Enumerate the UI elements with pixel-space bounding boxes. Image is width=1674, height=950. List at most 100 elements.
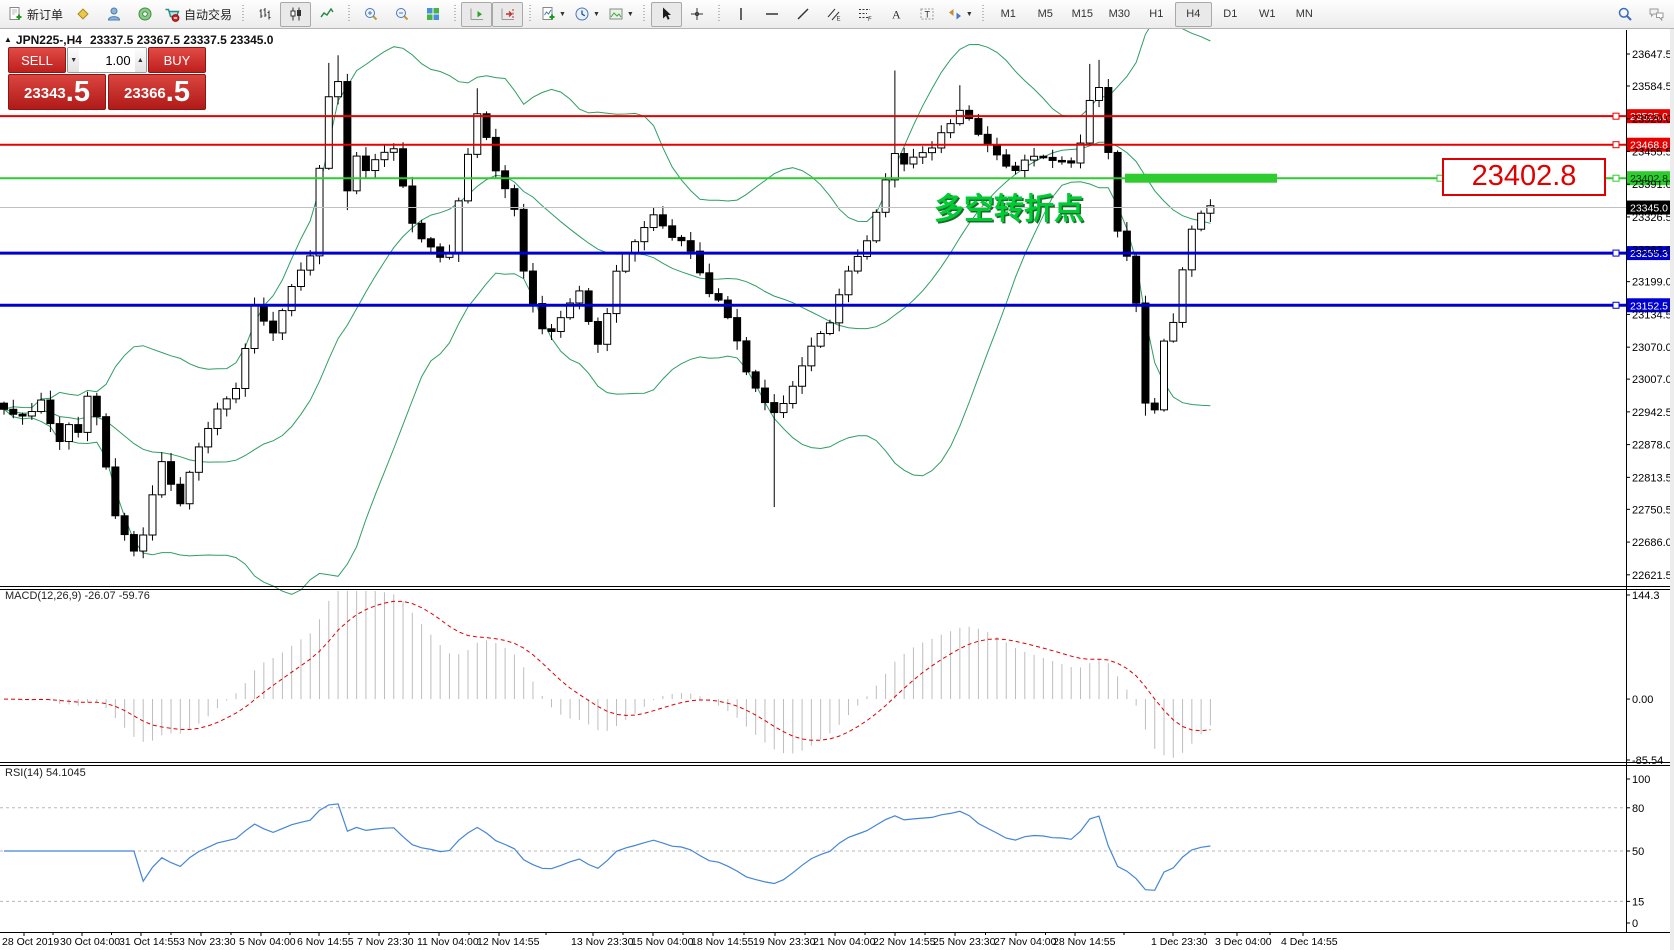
tile-windows-button[interactable] <box>417 2 448 27</box>
text-button[interactable]: A <box>881 2 912 27</box>
toolbar-separator <box>526 3 534 25</box>
rsi-indicator-label: RSI(14) 54.1045 <box>5 767 86 779</box>
horizontal-line-button[interactable] <box>757 2 788 27</box>
volume-input[interactable] <box>79 48 135 72</box>
svg-text:50: 50 <box>1632 846 1644 858</box>
line-chart-button[interactable] <box>311 2 342 27</box>
svg-text:23070.0: 23070.0 <box>1632 342 1672 354</box>
buy-price-panel[interactable]: 23366 .5 <box>108 74 206 110</box>
chevron-down-icon[interactable]: ▼ <box>626 10 634 18</box>
buy-button[interactable]: BUY <box>148 47 206 73</box>
new-order-button[interactable]: 新订单 <box>3 2 67 27</box>
auto-trading-button-label: 自动交易 <box>184 7 233 22</box>
svg-text:0.00: 0.00 <box>1632 694 1653 706</box>
channel-button[interactable]: E <box>819 2 850 27</box>
toolbar-right <box>1609 2 1671 27</box>
toolbar-separator <box>451 3 459 25</box>
search-button[interactable] <box>1609 2 1640 27</box>
svg-text:22942.5: 22942.5 <box>1632 407 1672 419</box>
collapse-triangle-icon[interactable]: ▲ <box>4 35 12 44</box>
svg-text:15: 15 <box>1632 896 1644 908</box>
zoom-in-button[interactable] <box>355 2 386 27</box>
periods-button[interactable]: ▼ <box>570 2 604 27</box>
svg-text:144.3: 144.3 <box>1632 590 1660 602</box>
fibonacci-button[interactable]: F <box>850 2 881 27</box>
templates-icon <box>608 6 624 22</box>
timeframe-m5[interactable]: M5 <box>1027 2 1064 27</box>
zoom-out-button[interactable] <box>386 2 417 27</box>
candlestick-button[interactable] <box>280 1 312 27</box>
ohlc-quote-label: 23337.5 23367.5 23337.5 23345.0 <box>89 33 274 47</box>
zoom-in-icon <box>363 6 379 22</box>
bar-chart-icon <box>257 6 273 22</box>
timeframe-mn-label: MN <box>1295 8 1313 20</box>
auto-scroll-icon <box>469 6 485 22</box>
new-order-icon <box>7 6 23 22</box>
volume-increase-button[interactable]: ▲ <box>134 48 146 72</box>
svg-text:100: 100 <box>1632 774 1650 786</box>
cursor-button[interactable] <box>650 1 682 27</box>
timeframe-mn[interactable]: MN <box>1286 2 1323 27</box>
svg-text:22621.5: 22621.5 <box>1632 570 1672 582</box>
news-button[interactable] <box>129 2 160 27</box>
time-axis-label: 18 Nov 14:55 <box>691 936 754 948</box>
chart-shift-icon <box>500 6 516 22</box>
buy-price-pips: .5 <box>165 76 190 108</box>
time-axis-label: 19 Nov 23:30 <box>753 936 816 948</box>
indicators-button[interactable]: ▼ <box>536 2 570 27</box>
chevron-down-icon[interactable]: ▼ <box>592 10 600 18</box>
label-icon: T <box>919 6 935 22</box>
auto-trading-button[interactable]: 自动交易 <box>160 2 236 27</box>
periods-icon <box>574 6 590 22</box>
timeframe-h4[interactable]: H4 <box>1174 1 1212 27</box>
timeframe-m15[interactable]: M15 <box>1064 2 1101 27</box>
toolbar-separator <box>715 3 723 25</box>
timeframe-w1[interactable]: W1 <box>1249 2 1286 27</box>
chevron-down-icon[interactable]: ▼ <box>559 10 566 18</box>
timeframe-d1[interactable]: D1 <box>1212 2 1249 27</box>
svg-text:23326.5: 23326.5 <box>1632 212 1672 224</box>
community-button[interactable] <box>98 2 129 27</box>
macd-indicator-label: MACD(12,26,9) -26.07 -59.76 <box>5 590 150 602</box>
crosshair-button[interactable] <box>682 2 713 27</box>
chart-shift-button[interactable] <box>492 1 524 27</box>
vertical-line-button[interactable] <box>726 2 757 27</box>
svg-text:23468.8: 23468.8 <box>1630 140 1668 152</box>
volume-decrease-button[interactable]: ▼ <box>68 48 80 72</box>
shapes-button[interactable]: ▼ <box>943 2 977 27</box>
chat-button[interactable] <box>1640 2 1671 27</box>
trendline-button[interactable] <box>788 2 819 27</box>
svg-text:23007.0: 23007.0 <box>1632 374 1672 386</box>
svg-text:F: F <box>868 17 872 22</box>
svg-text:23391.0: 23391.0 <box>1632 179 1672 191</box>
sell-button[interactable]: SELL <box>8 47 66 73</box>
auto-scroll-button[interactable] <box>461 1 493 27</box>
svg-text:22750.5: 22750.5 <box>1632 504 1672 516</box>
svg-text:23152.5: 23152.5 <box>1630 300 1668 312</box>
svg-text:23647.5: 23647.5 <box>1632 49 1672 61</box>
pivot-price-callout: 23402.8 <box>1442 158 1606 196</box>
profiles-button[interactable] <box>67 2 98 27</box>
time-axis-label: 12 Nov 14:55 <box>477 936 540 948</box>
bar-chart-button[interactable] <box>249 2 280 27</box>
channel-icon: E <box>826 6 842 22</box>
sell-price-panel[interactable]: 23343 .5 <box>8 74 106 110</box>
templates-button[interactable]: ▼ <box>604 2 638 27</box>
time-axis-label: 28 Nov 14:55 <box>1053 936 1116 948</box>
chart-profile-icon <box>75 6 91 22</box>
line-chart-icon <box>319 6 335 22</box>
timeframe-w1-label: W1 <box>1259 8 1276 20</box>
svg-text:23402.8: 23402.8 <box>1630 173 1668 185</box>
fibonacci-icon: F <box>857 6 873 22</box>
timeframe-m30[interactable]: M30 <box>1101 2 1138 27</box>
one-click-trading-panel: SELL ▼ ▲ BUY 23343 .5 23366 .5 <box>8 47 206 110</box>
symbol-period-label: JPN225-,H4 <box>15 33 82 47</box>
label-button[interactable]: T <box>912 2 943 27</box>
chevron-down-icon[interactable]: ▼ <box>965 10 973 18</box>
timeframe-h1[interactable]: H1 <box>1138 2 1175 27</box>
time-axis-label: 3 Dec 04:00 <box>1215 936 1272 948</box>
horizontal-line-icon <box>764 6 780 22</box>
timeframe-m1[interactable]: M1 <box>990 2 1027 27</box>
